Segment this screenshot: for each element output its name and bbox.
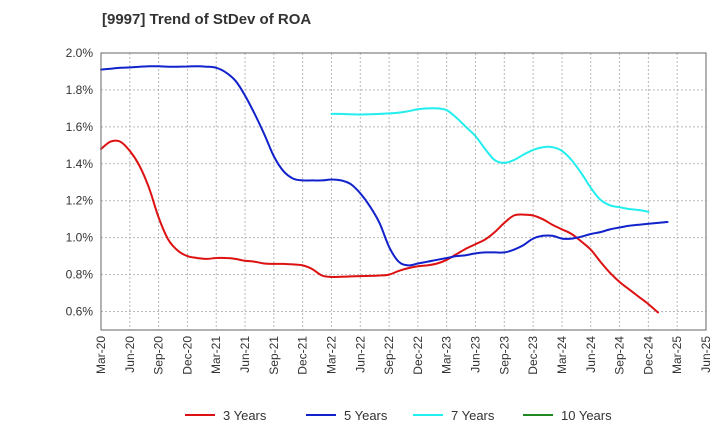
series-line-3-years: [100, 139, 659, 314]
x-tick-label: Mar-22: [324, 336, 338, 374]
x-tick-label: Jun-23: [469, 336, 483, 373]
legend-label-3-years: 3 Years: [223, 408, 267, 423]
legend-label-7-years: 7 Years: [451, 408, 495, 423]
y-tick-label: 1.8%: [66, 83, 94, 97]
plot-frame: [100, 52, 707, 331]
x-tick-label: Mar-20: [94, 336, 108, 374]
y-axis: 0.6% 0.8% 1.0% 1.2% 1.4% 1.6% 1.8% 2.0%: [66, 46, 94, 319]
x-tick-label: Dec-24: [641, 336, 655, 375]
y-tick-label: 1.4%: [66, 157, 94, 171]
y-tick-label: 1.2%: [66, 194, 94, 208]
x-axis: Mar-20 Jun-20 Sep-20 Dec-20 Mar-21 Jun-21 Sep-…: [94, 336, 713, 375]
series-line-5-years: [100, 65, 669, 267]
x-tick-label: Sep-23: [497, 336, 511, 375]
x-tick-label: Dec-21: [296, 336, 310, 375]
x-tick-label: Sep-20: [152, 336, 166, 375]
x-tick-label: Jun-25: [699, 336, 713, 373]
x-tick-label: Jun-22: [353, 336, 367, 373]
series-line-7-years: [330, 107, 650, 213]
x-tick-label: Sep-22: [382, 336, 396, 375]
legend-label-5-years: 5 Years: [344, 408, 388, 423]
x-tick-label: Mar-23: [440, 336, 454, 374]
x-tick-label: Dec-22: [411, 336, 425, 375]
x-tick-label: Dec-23: [526, 336, 540, 375]
x-tick-label: Jun-24: [584, 336, 598, 373]
x-tick-label: Sep-24: [613, 336, 627, 375]
legend: 3 Years 5 Years 7 Years 10 Years: [185, 408, 612, 423]
x-tick-label: Mar-25: [670, 336, 684, 374]
legend-label-10-years: 10 Years: [561, 408, 612, 423]
x-tick-label: Mar-24: [555, 336, 569, 374]
y-tick-label: 0.8%: [66, 268, 94, 282]
y-tick-label: 1.0%: [66, 231, 94, 245]
y-tick-label: 1.6%: [66, 120, 94, 134]
x-tick-label: Jun-20: [123, 336, 137, 373]
x-tick-label: Jun-21: [238, 336, 252, 373]
chart-title: [9997] Trend of StDev of ROA: [102, 11, 311, 28]
y-tick-label: 2.0%: [66, 46, 94, 60]
grid: [101, 52, 706, 330]
x-tick-label: Sep-21: [267, 336, 281, 375]
x-tick-label: Dec-20: [180, 336, 194, 375]
plot-series: [100, 65, 669, 314]
x-tick-label: Mar-21: [209, 336, 223, 374]
y-tick-label: 0.6%: [66, 305, 94, 319]
